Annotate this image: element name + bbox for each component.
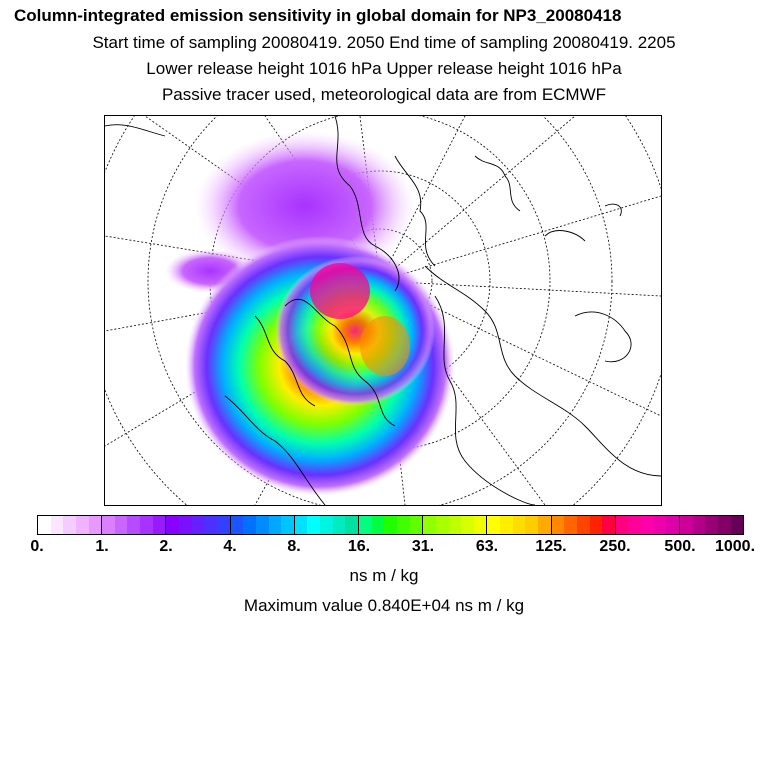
colorbar [37,515,744,535]
colorbar-segment [307,516,321,534]
colorbar-tick-label: 31. [411,538,435,555]
colorbar-segment [152,516,166,534]
colorbar-segment [486,516,501,534]
emission-sensitivity-field [165,131,455,496]
colorbar-tick-label: 125. [535,538,567,555]
colorbar-segment [473,516,487,534]
colorbar-tick-label: 500. [664,538,696,555]
colorbar-segment [114,516,128,534]
colorbar-segment [564,516,577,534]
colorbar-segment [243,516,256,534]
maximum-value-text: Maximum value 0.840E+04 ns m / kg [243,596,525,615]
colorbar-segment [204,516,217,534]
colorbar-segment [500,516,513,534]
colorbar-unit: ns m / kg [349,566,419,585]
colorbar-ticks: 0. 1. 2. 4. 8. 16. 31. 63. 125. 250. 500… [0,538,768,558]
colorbar-segment [216,516,230,534]
colorbar-segment [396,516,410,534]
colorbar-segment [628,516,642,534]
colorbar-tick-label: 16. [347,538,371,555]
colorbar-segment [384,516,397,534]
colorbar-segment [653,516,667,534]
colorbar-segment [332,516,346,534]
colorbar-segment [641,516,654,534]
colorbar-tick-label: 1. [95,538,109,555]
colorbar-segment [512,516,526,534]
sensitivity-map [105,116,661,505]
colorbar-segment [730,516,744,534]
colorbar-segment [576,516,590,534]
colorbar-segment [229,516,244,534]
colorbar-segment [63,516,76,534]
colorbar-segment [268,516,282,534]
colorbar-segment [525,516,538,534]
colorbar-segment [589,516,603,534]
colorbar-segment [409,516,423,534]
colorbar-segment [38,516,51,534]
colorbar-segment [435,516,449,534]
colorbar-tick-label: 1000. [714,538,756,555]
colorbar-segment [692,516,706,534]
colorbar-segment [666,516,680,534]
colorbar-segment [422,516,436,534]
colorbar-segment [602,516,615,534]
colorbar-segment [75,516,89,534]
colorbar-segment [448,516,462,534]
colorbar-segment [88,516,102,534]
colorbar-segment [550,516,565,534]
colorbar-segment [127,516,141,534]
colorbar-segment [679,516,693,534]
colorbar-segment [358,516,372,534]
tracer-info-line: Passive tracer used, meteorological data… [161,85,607,104]
colorbar-segment [614,516,629,534]
colorbar-tick-label: 63. [475,538,499,555]
colorbar-tick-label: 250. [599,538,631,555]
colorbar-tick-label: 2. [159,538,173,555]
colorbar-segment [165,516,180,534]
colorbar-segment [50,516,64,534]
colorbar-segment [101,516,115,534]
sampling-time-line: Start time of sampling 20080419. 2050 En… [92,33,676,52]
colorbar-tick-label: 8. [287,538,301,555]
colorbar-tick-label: 4. [223,538,237,555]
colorbar-segment [140,516,153,534]
colorbar-segment [320,516,333,534]
colorbar-segment [705,516,718,534]
colorbar-segment [255,516,269,534]
colorbar-segment [371,516,385,534]
colorbar-segment [345,516,359,534]
coastlines [105,116,661,505]
colorbar-segment [281,516,294,534]
colorbar-segment [293,516,308,534]
colorbar-tick-label: 0. [30,538,44,555]
release-height-line: Lower release height 1016 hPa Upper rele… [146,59,622,78]
colorbar-segment [461,516,474,534]
plot-title: Column-integrated emission sensitivity i… [14,6,622,25]
colorbar-segment [717,516,731,534]
colorbar-segment [191,516,205,534]
colorbar-segment [179,516,192,534]
map-panel [104,115,662,506]
colorbar-segment [537,516,551,534]
